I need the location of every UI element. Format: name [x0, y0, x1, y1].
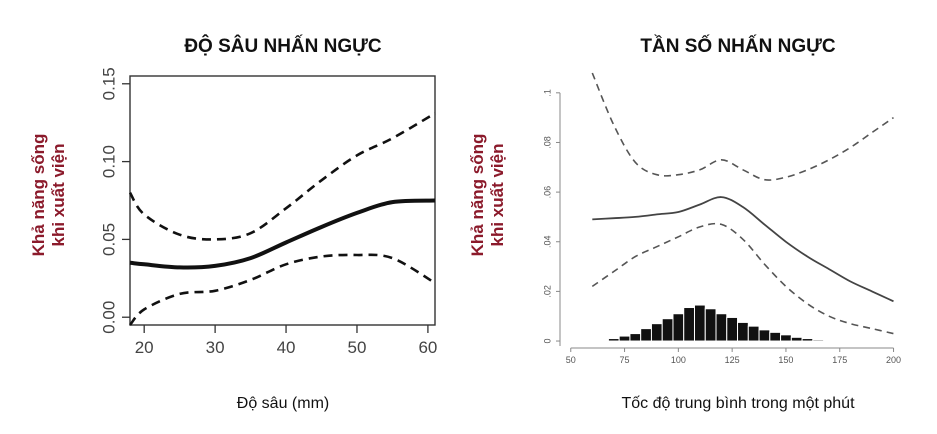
chart2-ylabel-line2: khi xuất viện — [488, 144, 507, 247]
chart2-y-tick-label: .1 — [542, 89, 552, 97]
chart2-x-tick-label: 175 — [832, 355, 847, 365]
chart2-y-tick-label: .04 — [542, 235, 552, 248]
chart2-hist-bar — [715, 313, 728, 342]
chart2-x-tick-label: 50 — [566, 355, 576, 365]
chart2-hist-bar — [650, 323, 663, 342]
chart2-title: TẦN SỐ NHẤN NGỰC — [640, 35, 835, 57]
chart1-y-tick-label: 0.00 — [99, 301, 118, 334]
chart2-hist-bar — [758, 329, 771, 342]
chart-depth: ĐỘ SÂU NHẤN NGỰC Độ sâu (mm) Khả năng số… — [29, 35, 437, 412]
chart1-y-tick-label: 0.15 — [99, 67, 118, 100]
chart1-ylabel-line1: Khả năng sống — [29, 134, 48, 257]
chart2-y-tick-label: .02 — [542, 285, 552, 298]
chart2-hist-bar — [726, 316, 739, 342]
chart1-ci-line — [128, 253, 436, 326]
chart2-estimate-line — [592, 196, 894, 303]
chart2-ci-line — [591, 72, 894, 181]
chart1-xlabel: Độ sâu (mm) — [237, 395, 329, 412]
chart1-plot-frame — [129, 75, 436, 326]
chart2-hist-bar — [747, 325, 760, 342]
chart2-hist-bar — [737, 321, 749, 342]
chart2-hist-bar — [769, 331, 782, 342]
chart2-x-tick-label: 200 — [886, 355, 901, 365]
chart2-hist-bar — [812, 339, 825, 342]
chart1-ci-line — [128, 112, 436, 241]
chart1-estimate-line — [129, 198, 436, 270]
chart1-ylabel-line2: khi xuất viện — [49, 144, 68, 247]
chart2-hist-bar — [618, 335, 631, 342]
chart1-x-tick-label: 60 — [418, 338, 437, 357]
chart2-ylabel-line1: Khả năng sống — [468, 134, 487, 257]
chart-rate: TẦN SỐ NHẤN NGỰC Tốc độ trung bình trong… — [468, 35, 901, 412]
chart2-hist-bar — [672, 313, 685, 342]
chart1-x-tick-label: 40 — [277, 338, 296, 357]
chart2-hist-bar — [801, 338, 814, 342]
chart1-y-tick-label: 0.10 — [99, 145, 118, 178]
chart1-x-tick-label: 20 — [135, 338, 154, 357]
chart1-x-tick-label: 50 — [348, 338, 367, 357]
chart2-y-tick-label: .06 — [542, 186, 552, 199]
chart2-ci-line — [591, 222, 894, 335]
chart2-hist-bar — [683, 307, 695, 342]
chart2-x-tick-label: 150 — [778, 355, 793, 365]
chart2-xlabel: Tốc độ trung bình trong một phút — [621, 395, 855, 412]
chart2-hist-bar — [607, 338, 620, 342]
chart2-y-tick-label: 0 — [542, 339, 552, 344]
chart2-hist-bar — [790, 336, 803, 342]
chart2-hist-bar — [640, 328, 652, 342]
chart2-x-tick-label: 100 — [671, 355, 686, 365]
chart2-x-tick-label: 75 — [620, 355, 630, 365]
chart2-hist-bar — [629, 333, 642, 342]
chart2-x-tick-label: 125 — [725, 355, 740, 365]
chart2-hist-bar — [704, 308, 717, 342]
chart1-y-tick-label: 0.05 — [99, 223, 118, 256]
chart2-hist-bar — [693, 304, 706, 342]
chart1-title: ĐỘ SÂU NHẤN NGỰC — [184, 35, 382, 57]
chart2-hist-bar — [661, 318, 674, 342]
chart2-y-tick-label: .08 — [542, 136, 552, 149]
chart1-x-tick-label: 30 — [206, 338, 225, 357]
chart2-hist-bar — [780, 334, 792, 342]
